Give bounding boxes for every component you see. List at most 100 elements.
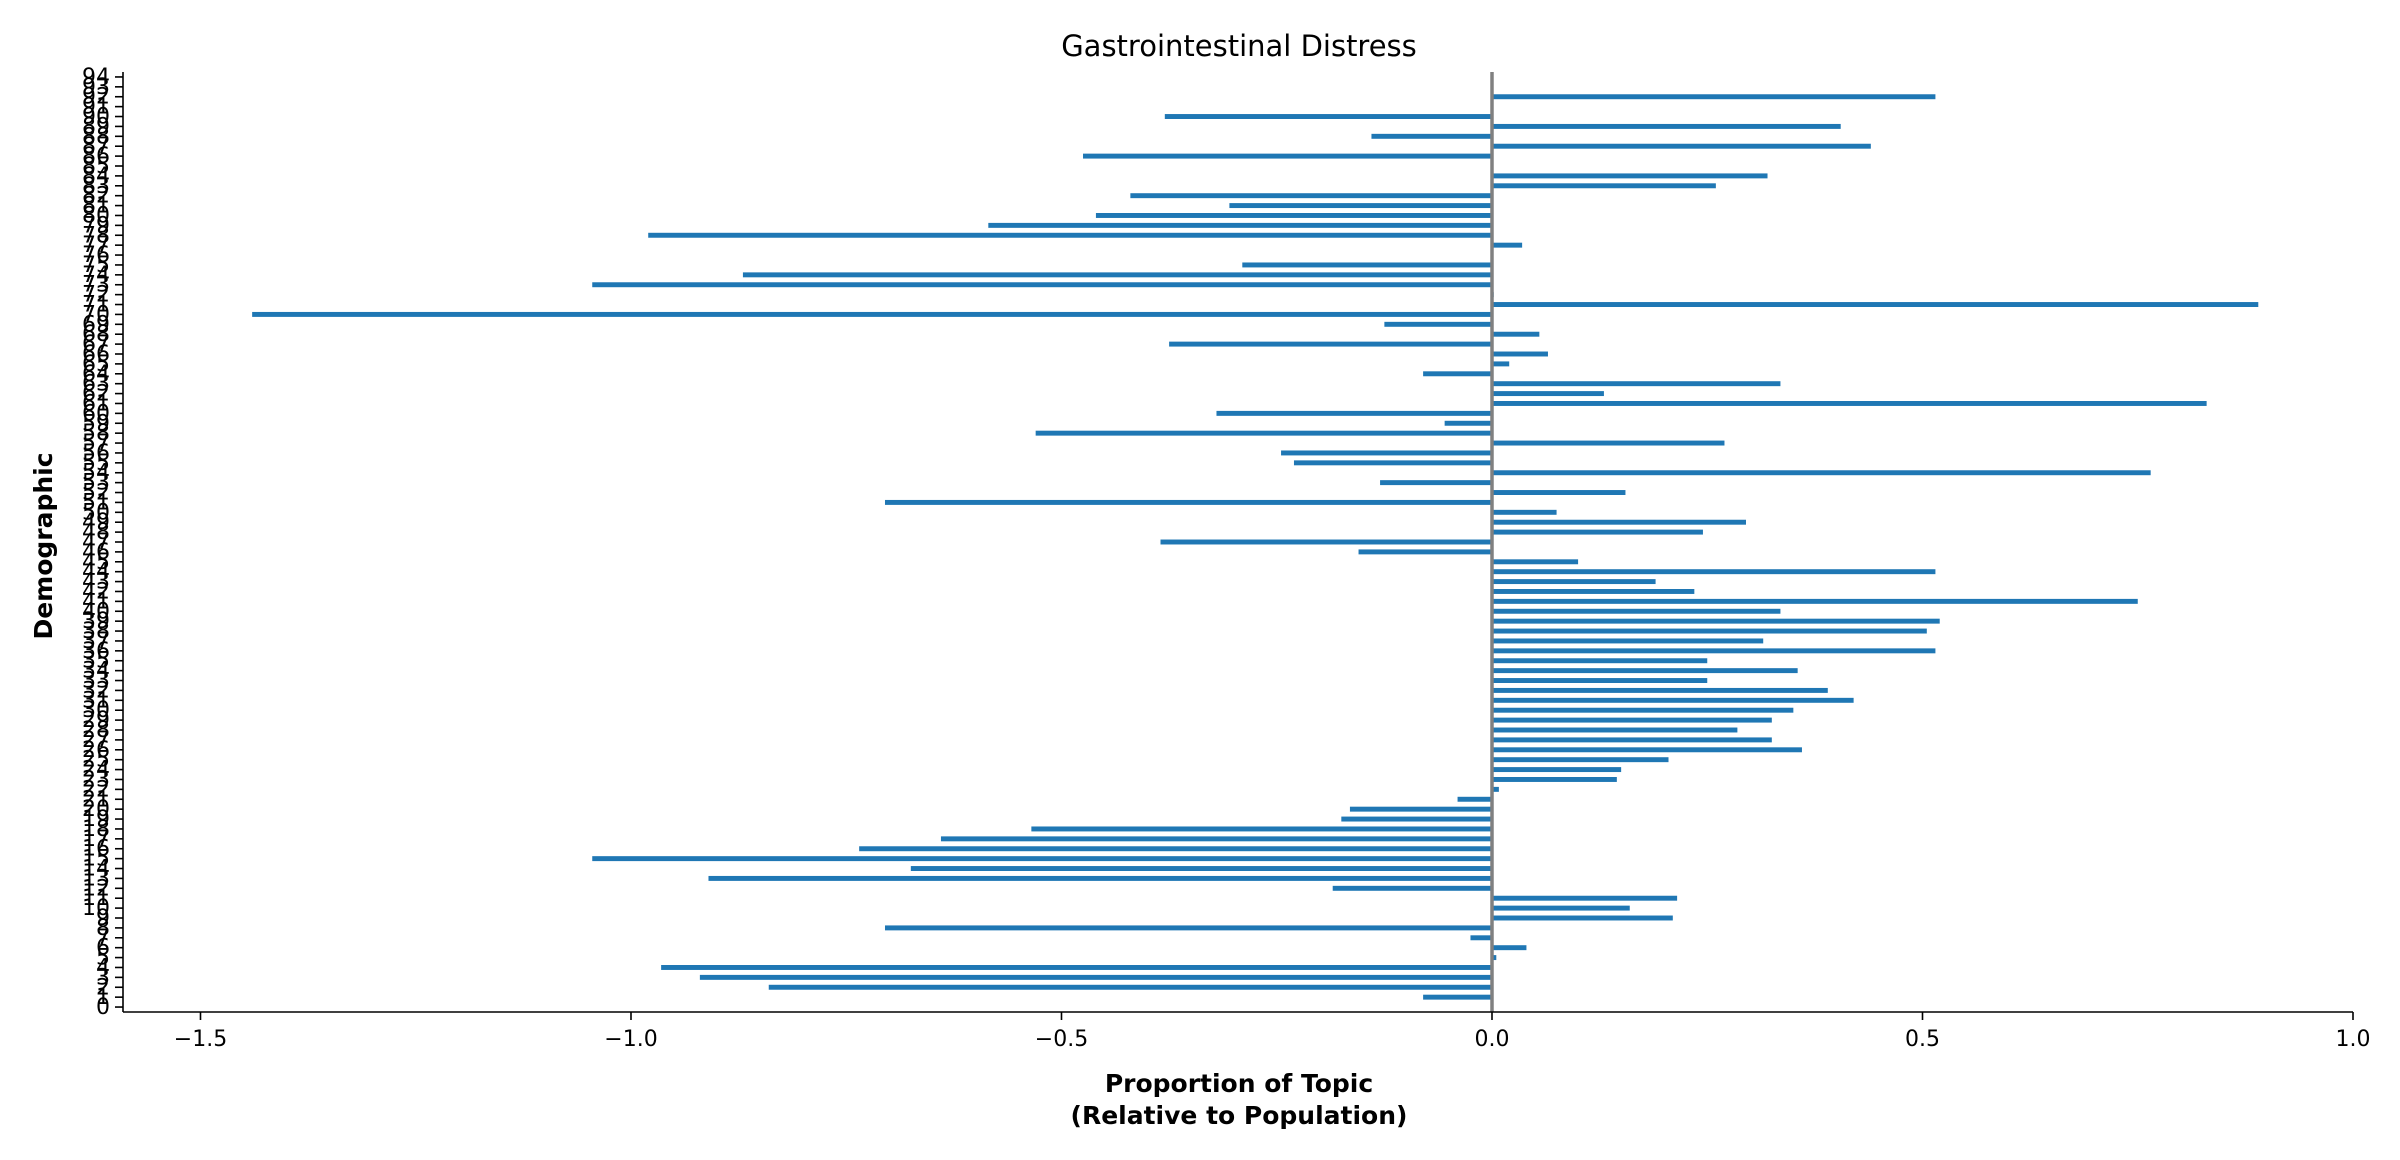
bar-55 [1293,460,1492,466]
bar-31 [1491,697,1854,703]
bar-58 [1035,430,1492,436]
y-tick-label: 31 [82,688,110,713]
y-tick-label: 44 [82,560,110,585]
bar-59 [1444,420,1492,426]
y-tick-label: 41 [82,589,110,614]
bar-14 [910,866,1492,871]
bar-11 [1491,895,1678,901]
bar-42 [1491,589,1695,594]
bar-25 [1491,757,1669,763]
y-tick-label: 46 [82,540,110,565]
y-tick-label: 76 [82,243,110,268]
y-tick-label: 24 [82,758,110,783]
bar-30 [1491,707,1794,713]
y-tick-label: 79 [82,213,110,238]
y-tick-label: 63 [82,372,110,397]
y-tick-label: 34 [82,659,110,684]
y-tick-label: 52 [82,481,110,506]
y-tick-label: 61 [82,391,110,416]
y-tick-label: 67 [82,332,110,357]
y-tick-label: 94 [82,65,110,90]
y-tick-label: 36 [82,639,110,664]
bar-5 [1491,955,1497,961]
bar-27 [1491,737,1772,743]
y-tick-label: 91 [82,95,110,120]
y-tick-label: 15 [82,847,110,872]
y-tick-label: 66 [82,342,110,367]
bar-36 [1491,648,1936,654]
bar-45 [1491,559,1579,565]
y-tick-label: 45 [82,550,110,575]
bar-83 [1491,183,1716,189]
bar-92 [1491,94,1936,100]
y-tick-label: 17 [82,827,110,852]
bar-88 [1371,133,1492,139]
bar-32 [1491,687,1828,693]
bar-86 [1083,153,1492,159]
y-tick-label: 42 [82,579,110,604]
bar-53 [1380,480,1492,486]
y-tick-label: 72 [82,283,110,308]
y-tick-label: 89 [82,114,110,139]
bar-78 [648,232,1492,238]
y-tick-label: 37 [82,629,110,654]
y-tick-label: 5 [96,946,110,971]
y-tick-label: 40 [82,599,110,624]
y-tick-label: 10 [82,896,110,921]
y-tick-label: 69 [82,312,110,337]
y-tick-label: 7 [96,926,110,951]
bar-60 [1216,410,1492,416]
y-tick-label: 56 [82,441,110,466]
bar-56 [1281,450,1492,456]
bar-19 [1341,816,1492,822]
bar-18 [1031,826,1492,832]
y-tick-label: 55 [82,451,110,476]
y-tick-label: 73 [82,273,110,298]
bar-80 [1095,213,1492,218]
x-tick-label: −0.5 [1035,1027,1088,1052]
bar-16 [859,846,1492,852]
bar-57 [1491,440,1725,446]
y-tick-label: 64 [82,362,110,387]
bar-6 [1491,945,1527,951]
y-tick-label: 14 [82,857,110,882]
y-tick-label: 4 [96,955,110,980]
y-tick-label: 82 [82,184,110,209]
bar-63 [1491,381,1781,387]
y-tick-label: 65 [82,352,110,377]
y-tick-label: 21 [82,787,110,812]
bar-35 [1491,658,1708,664]
y-tick-label: 87 [82,134,110,159]
bar-23 [1491,777,1617,782]
x-tick-label: 0.0 [1474,1027,1509,1052]
bar-89 [1491,123,1841,129]
bar-84 [1491,173,1768,179]
y-tick-label: 29 [82,708,110,733]
y-tick-label: 9 [96,906,110,931]
bar-68 [1491,331,1540,337]
bar-22 [1491,786,1499,792]
y-tick-label: 20 [82,797,110,822]
bar-74 [742,272,1492,278]
bar-47 [1160,539,1492,545]
y-tick-label: 18 [82,817,110,842]
y-tick-label: 33 [82,669,110,694]
bar-12 [1332,885,1492,891]
x-tick-label: 0.5 [1905,1027,1940,1052]
y-tick-label: 13 [82,866,110,891]
y-tick-label: 22 [82,777,110,802]
bar-51 [884,499,1492,505]
y-tick-label: 78 [82,223,110,248]
bar-28 [1491,727,1738,733]
y-tick-label: 75 [82,253,110,278]
bar-75 [1242,262,1492,268]
bar-10 [1491,905,1630,911]
bar-24 [1491,767,1622,773]
bar-3 [699,974,1492,980]
y-tick-label: 70 [82,302,110,327]
bar-44 [1491,569,1936,575]
y-tick-label: 57 [82,431,110,456]
x-tick-label: −1.0 [604,1027,657,1052]
bar-73 [592,282,1492,288]
